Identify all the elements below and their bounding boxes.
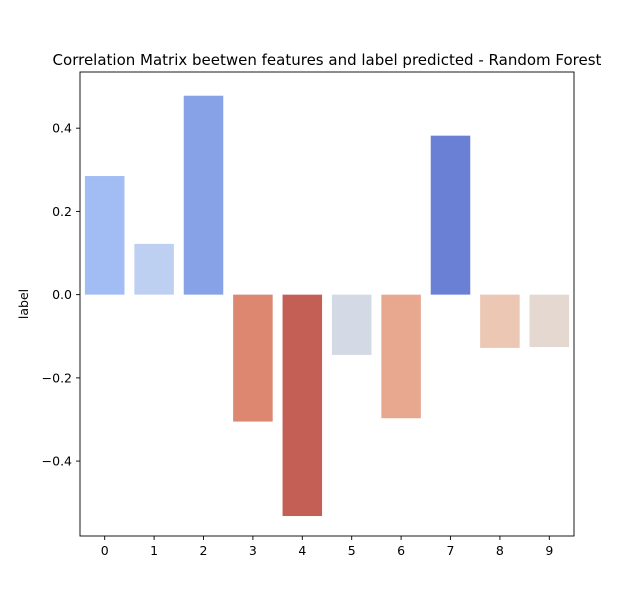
x-tick-label: 6: [397, 543, 405, 558]
x-axis-ticks: 0 1 2 3 4 5 6 7 8 9: [101, 536, 553, 558]
y-tick-label: −0.4: [42, 454, 72, 469]
chart-title: Correlation Matrix beetwen features and …: [53, 51, 602, 69]
x-tick-label: 1: [150, 543, 158, 558]
y-axis-label: label: [16, 289, 31, 319]
y-axis-ticks: −0.4 −0.2 0.0 0.2 0.4: [42, 121, 80, 469]
bar-6: [381, 294, 421, 419]
bar-5: [331, 294, 372, 355]
bar-0: [84, 176, 125, 295]
bar-9: [529, 294, 570, 348]
x-tick-label: 9: [545, 543, 553, 558]
bar-2: [183, 95, 224, 295]
bar-8: [480, 294, 520, 348]
x-tick-label: 7: [447, 543, 455, 558]
x-tick-label: 8: [496, 543, 504, 558]
x-tick-label: 3: [249, 543, 257, 558]
x-tick-label: 2: [200, 543, 208, 558]
bar-7: [430, 135, 471, 295]
y-tick-label: 0.4: [52, 121, 72, 136]
bar-1: [134, 243, 174, 295]
y-tick-label: 0.2: [52, 204, 72, 219]
x-tick-label: 0: [101, 543, 109, 558]
plot-frame: [79, 71, 575, 537]
y-tick-label: 0.0: [52, 287, 72, 302]
y-tick-label: −0.2: [42, 370, 72, 385]
x-tick-label: 5: [348, 543, 356, 558]
bar-3: [233, 294, 273, 422]
bars-layer: [84, 95, 570, 517]
bar-4: [282, 294, 323, 517]
x-tick-label: 4: [298, 543, 306, 558]
